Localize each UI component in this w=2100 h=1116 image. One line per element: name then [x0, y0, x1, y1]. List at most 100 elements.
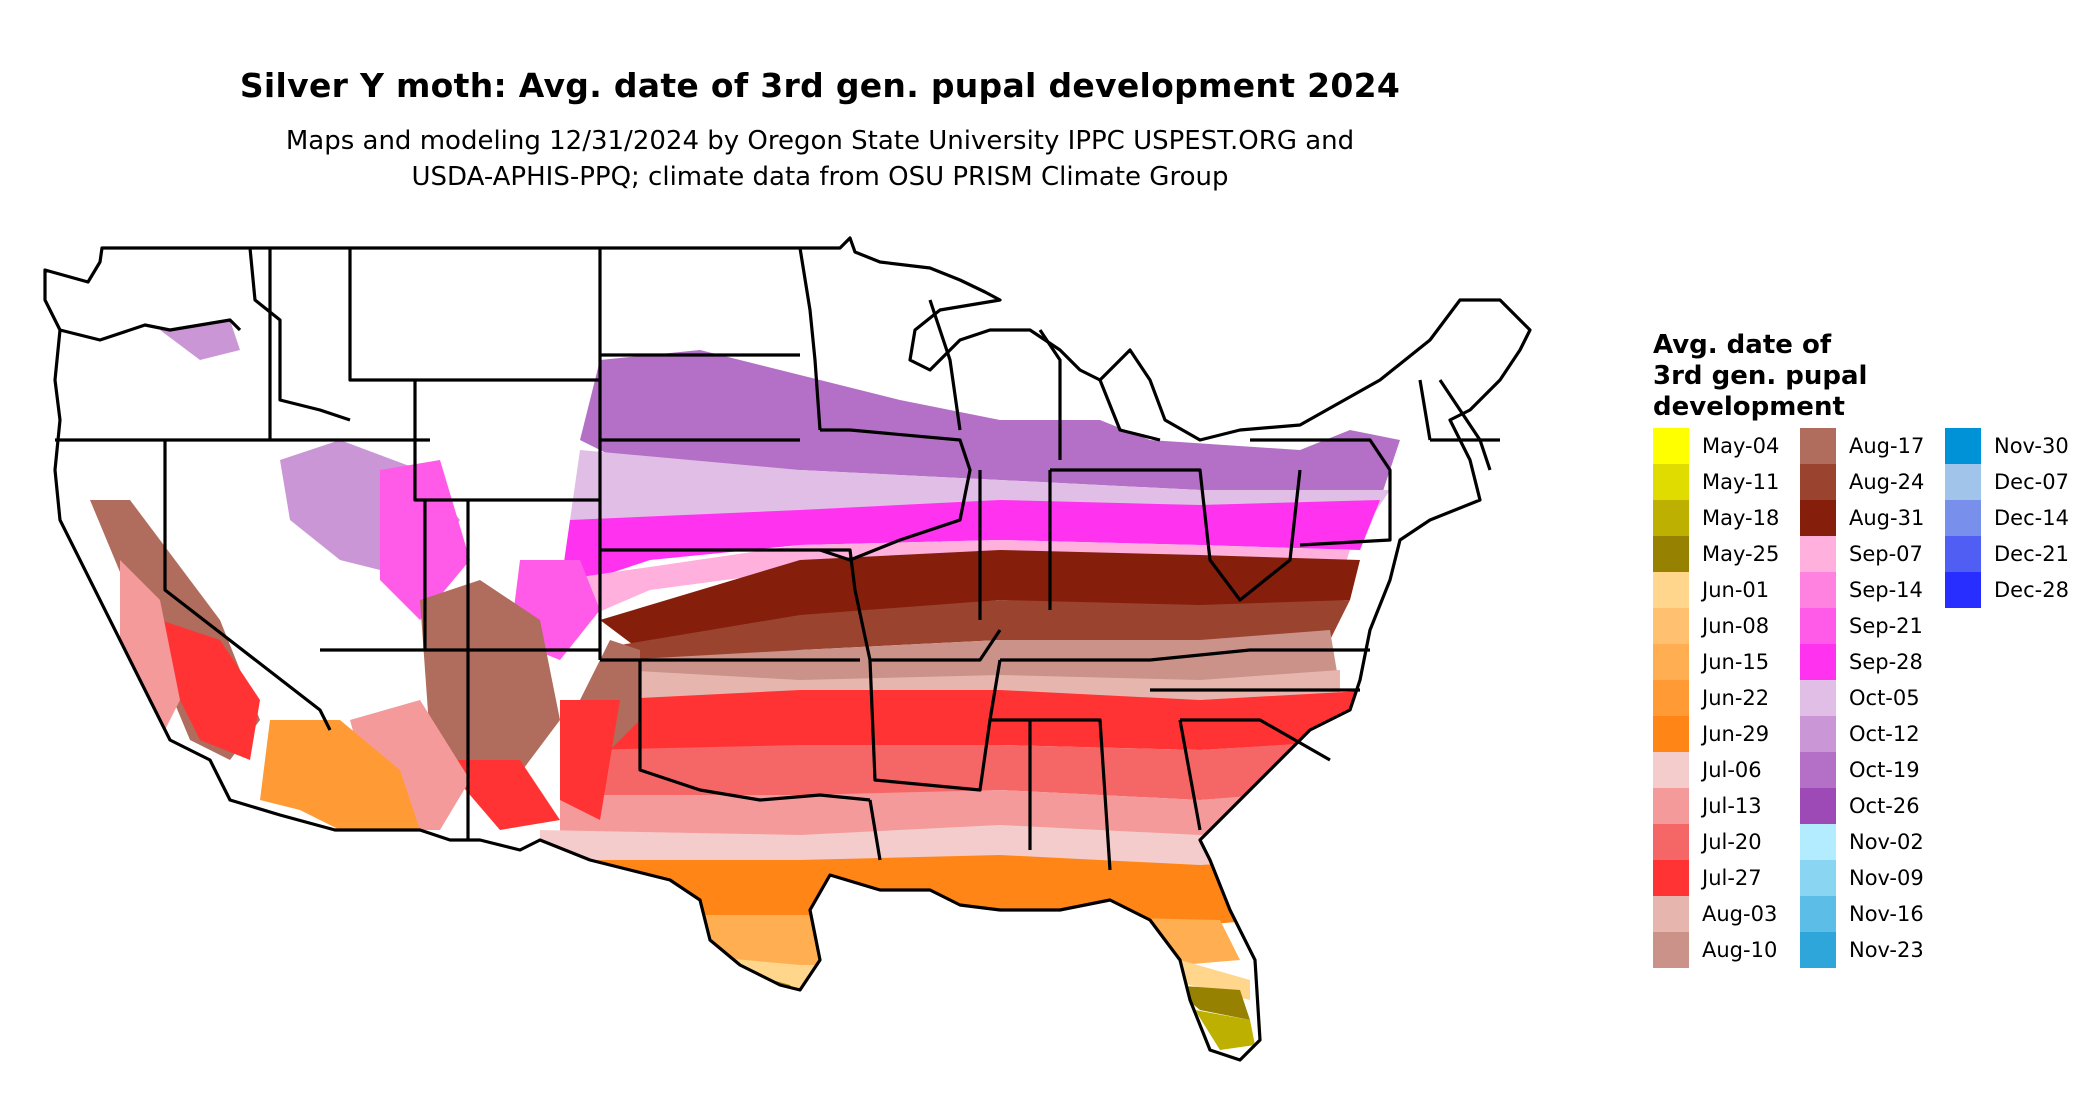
legend-item: May-25: [1653, 536, 1779, 572]
legend-label: Dec-07: [1994, 470, 2069, 494]
legend-swatch: [1945, 572, 1981, 608]
legend-column-1: May-04 May-11 May-18 May-25 Jun-01 Jun-08 Jun-…: [1653, 428, 1779, 968]
legend-label: Nov-30: [1994, 434, 2069, 458]
legend-swatch: [1800, 500, 1836, 536]
legend-label: Jul-20: [1702, 830, 1762, 854]
border-co-ks-ok: [600, 548, 860, 662]
border-la-tx: [868, 799, 882, 861]
legend-label: Jul-06: [1702, 758, 1762, 782]
legend-swatch: [1653, 824, 1689, 860]
border-ar-la-ms: [868, 659, 1002, 792]
legend-item: Sep-21: [1800, 608, 1924, 644]
legend-item: Nov-16: [1800, 896, 1924, 932]
border-pa-ny: [1250, 438, 1392, 547]
legend-item: Jun-08: [1653, 608, 1779, 644]
legend-label: Aug-31: [1849, 506, 1925, 530]
legend-swatch: [1653, 464, 1689, 500]
legend-item: Nov-09: [1800, 860, 1924, 896]
band-oct-19: [580, 350, 1400, 500]
legend-item: Sep-14: [1800, 572, 1924, 608]
legend-column-3: Nov-30 Dec-07 Dec-14 Dec-21 Dec-28: [1945, 428, 2069, 608]
border-nc-sc-ga: [1178, 718, 1331, 831]
band-sep-28: [560, 500, 1380, 590]
border-wy-co-ut: [413, 380, 600, 502]
legend-swatch: [1800, 860, 1836, 896]
border-ms-al: [990, 718, 1112, 871]
band-jul-13: [560, 790, 1320, 840]
legend-label: Dec-14: [1994, 506, 2069, 530]
legend-label: May-18: [1702, 506, 1780, 530]
band-jul-06: [540, 825, 1290, 870]
legend-label: Nov-02: [1849, 830, 1924, 854]
legend-item: Aug-03: [1653, 896, 1779, 932]
band-desert-orange: [260, 720, 420, 830]
band-west-sep-28: [380, 460, 600, 660]
legend-item: May-11: [1653, 464, 1779, 500]
border-mt-id: [248, 247, 351, 422]
legend-swatch: [1653, 536, 1689, 572]
legend-label: Aug-17: [1849, 434, 1925, 458]
legend-label: Sep-14: [1849, 578, 1923, 602]
legend-item: Dec-28: [1945, 572, 2069, 608]
map-title: Silver Y moth: Avg. date of 3rd gen. pup…: [239, 66, 1401, 105]
legend-label: Oct-12: [1849, 722, 1920, 746]
legend-label: Sep-21: [1849, 614, 1923, 638]
legend-swatch: [1945, 500, 1981, 536]
legend-swatch: [1800, 788, 1836, 824]
legend-swatch: [1945, 536, 1981, 572]
legend-item: Jul-06: [1653, 752, 1779, 788]
border-tx-ok: [638, 660, 871, 802]
legend-swatch: [1800, 608, 1836, 644]
legend-label: Jun-22: [1702, 686, 1770, 710]
legend-item: Jul-20: [1653, 824, 1779, 860]
legend-item: Jun-22: [1653, 680, 1779, 716]
legend-swatch: [1945, 464, 1981, 500]
legend-swatch: [1945, 428, 1981, 464]
legend-label: Jul-27: [1702, 866, 1762, 890]
legend-swatch: [1653, 500, 1689, 536]
legend-item: Sep-28: [1800, 644, 1924, 680]
legend-swatch: [1653, 716, 1689, 752]
border-nd-sd-ne: [598, 248, 800, 660]
legend-item: Jul-27: [1653, 860, 1779, 896]
legend-swatch: [1653, 644, 1689, 680]
legend-item: Oct-12: [1800, 716, 1924, 752]
legend-item: Aug-24: [1800, 464, 1924, 500]
legend-label: Aug-03: [1702, 902, 1778, 926]
legend-item: Aug-31: [1800, 500, 1924, 536]
legend-label: Aug-24: [1849, 470, 1925, 494]
legend-item: Jun-15: [1653, 644, 1779, 680]
state-borders: [43, 236, 1532, 1062]
legend-swatch: [1800, 680, 1836, 716]
border-ky-tn: [1000, 648, 1370, 662]
legend-swatch: [1653, 788, 1689, 824]
legend-swatch: [1653, 608, 1689, 644]
legend-label: Dec-28: [1994, 578, 2069, 602]
legend-item: Nov-30: [1945, 428, 2069, 464]
legend-swatch: [1800, 464, 1836, 500]
legend-swatch: [1653, 896, 1689, 932]
legend-title: Avg. date of 3rd gen. pupal development: [1653, 330, 1868, 422]
legend-label: Nov-09: [1849, 866, 1924, 890]
legend-label: Oct-19: [1849, 758, 1920, 782]
legend-item: Nov-02: [1800, 824, 1924, 860]
band-west-red: [160, 620, 620, 830]
legend-swatch: [1800, 824, 1836, 860]
legend-swatch: [1800, 428, 1836, 464]
legend-item: Dec-14: [1945, 500, 2069, 536]
border-nd-mn: [798, 247, 822, 431]
legend-item: Dec-07: [1945, 464, 2069, 500]
us-map: [43, 236, 1532, 1062]
legend-item: Sep-07: [1800, 536, 1924, 572]
legend-label: Aug-10: [1702, 938, 1778, 962]
legend-swatch: [1800, 716, 1836, 752]
legend-label: Jun-08: [1702, 614, 1770, 638]
border-mt-wy: [348, 248, 600, 382]
border-wa-or: [59, 318, 242, 342]
border-great-lakes: [928, 299, 1161, 460]
legend-swatch: [1800, 752, 1836, 788]
legend-item: Aug-10: [1653, 932, 1779, 968]
legend-swatch: [1653, 932, 1689, 968]
legend-swatch: [1800, 896, 1836, 932]
border-new-england: [1418, 379, 1500, 471]
